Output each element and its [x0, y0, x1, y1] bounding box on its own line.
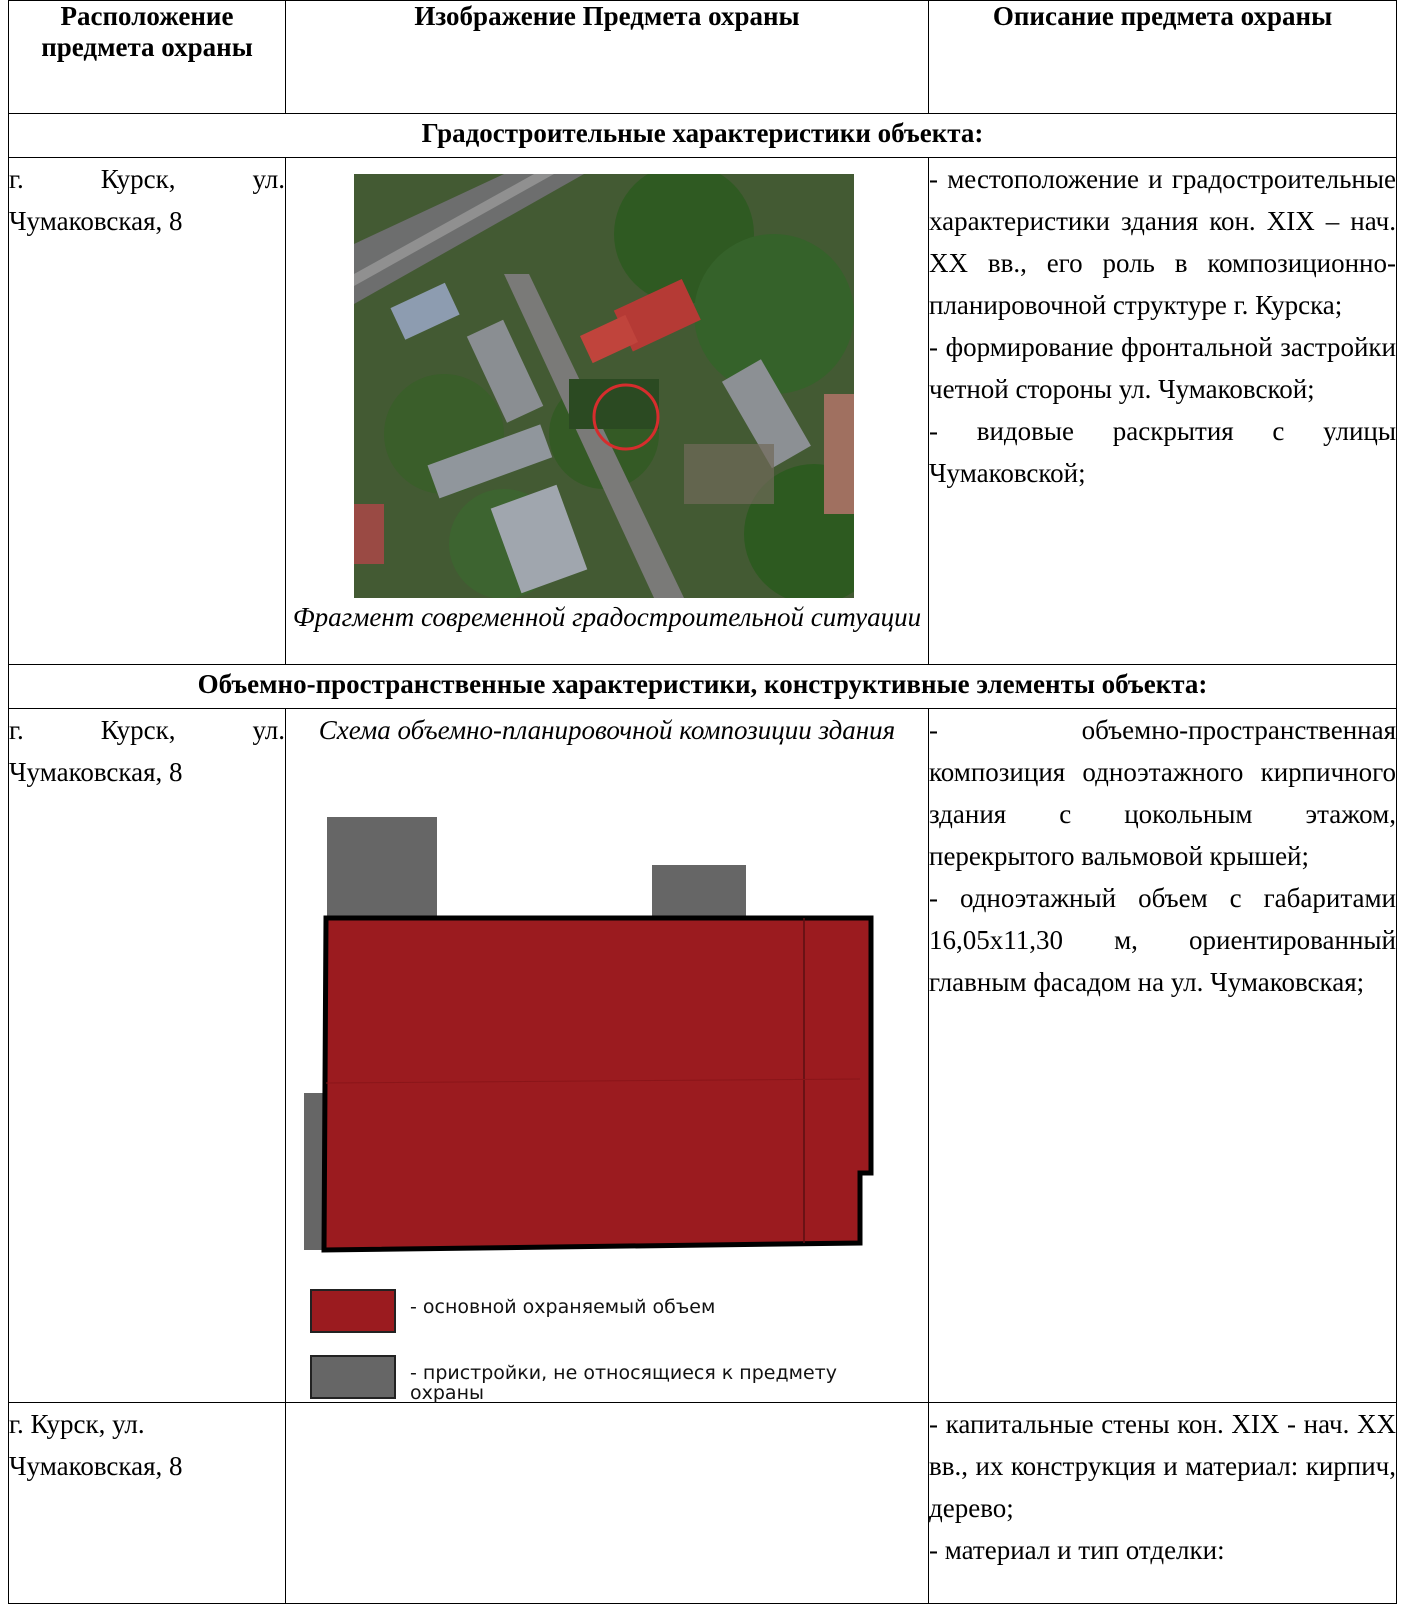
image-cell: Фрагмент современной градостроительной с… [285, 157, 929, 665]
location-cell: г. Курск, ул. Чумаковская, 8 [8, 708, 286, 1403]
table-row: г. Курск, ул. Чумаковская, 8 [8, 157, 1397, 665]
table-row: г. Курск, ул. Чумаковская, 8 - капитальн… [8, 1402, 1397, 1604]
description-item: - одноэтажный объем с габаритами 16,05х1… [929, 883, 1396, 997]
legend-swatch-annex [310, 1355, 396, 1399]
description-item: - капитальные стены кон. XIX - нач. XX в… [929, 1409, 1396, 1523]
description-cell: - объемно-пространственная композиция од… [928, 708, 1397, 1403]
annex-block [652, 865, 746, 921]
main-volume [321, 915, 874, 1253]
annex-block [327, 817, 437, 919]
table-row: г. Курск, ул. Чумаковская, 8 Схема объем… [8, 708, 1397, 1403]
section-title-urban: Градостроительные характеристики объекта… [8, 113, 1397, 158]
section-row-volume: Объемно-пространственные характеристики,… [8, 664, 1397, 709]
description-cell: - местоположение и градостроительные хар… [928, 157, 1397, 665]
description-item: - видовые раскрытия с улицы Чумаковской; [929, 416, 1396, 488]
header-image: Изображение Предмета охраны [285, 0, 929, 114]
legend-label: - пристройки, не относящиеся к предмету … [410, 1362, 837, 1404]
protection-subject-table: Расположение предмета охраны Изображение… [8, 0, 1397, 1604]
legend-item: - основной охраняемый объем [310, 1289, 910, 1339]
legend-item: - пристройки, не относящиеся к предмету … [310, 1355, 910, 1405]
location-cell: г. Курск, ул. Чумаковская, 8 [8, 1402, 286, 1604]
section-title-volume: Объемно-пространственные характеристики,… [8, 664, 1397, 709]
header-description: Описание предмета охраны [928, 0, 1397, 114]
header-location: Расположение предмета охраны [8, 0, 286, 114]
image-caption: Фрагмент современной градостроительной с… [292, 602, 922, 632]
description-item: - формирование фронтальной застройки чет… [929, 332, 1396, 404]
aerial-photo [354, 174, 854, 598]
building-plan-diagram [304, 817, 874, 1253]
scheme-caption: Схема объемно-планировочной композиции з… [318, 715, 896, 745]
description-item: - материал и тип отделки: [929, 1535, 1225, 1565]
description-item: - местоположение и градостроительные хар… [929, 164, 1396, 320]
header-row: Расположение предмета охраны Изображение… [8, 0, 1397, 114]
legend: - основной охраняемый объем - пристройки… [310, 1289, 910, 1421]
image-cell [285, 1402, 929, 1604]
image-cell: Схема объемно-планировочной композиции з… [285, 708, 929, 1403]
description-item: - объемно-пространственная композиция од… [929, 715, 1396, 871]
location-cell: г. Курск, ул. Чумаковская, 8 [8, 157, 286, 665]
legend-swatch-main [310, 1289, 396, 1333]
section-row-urban: Градостроительные характеристики объекта… [8, 113, 1397, 158]
description-cell: - капитальные стены кон. XIX - нач. XX в… [928, 1402, 1397, 1604]
legend-label: - основной охраняемый объем [410, 1296, 716, 1318]
